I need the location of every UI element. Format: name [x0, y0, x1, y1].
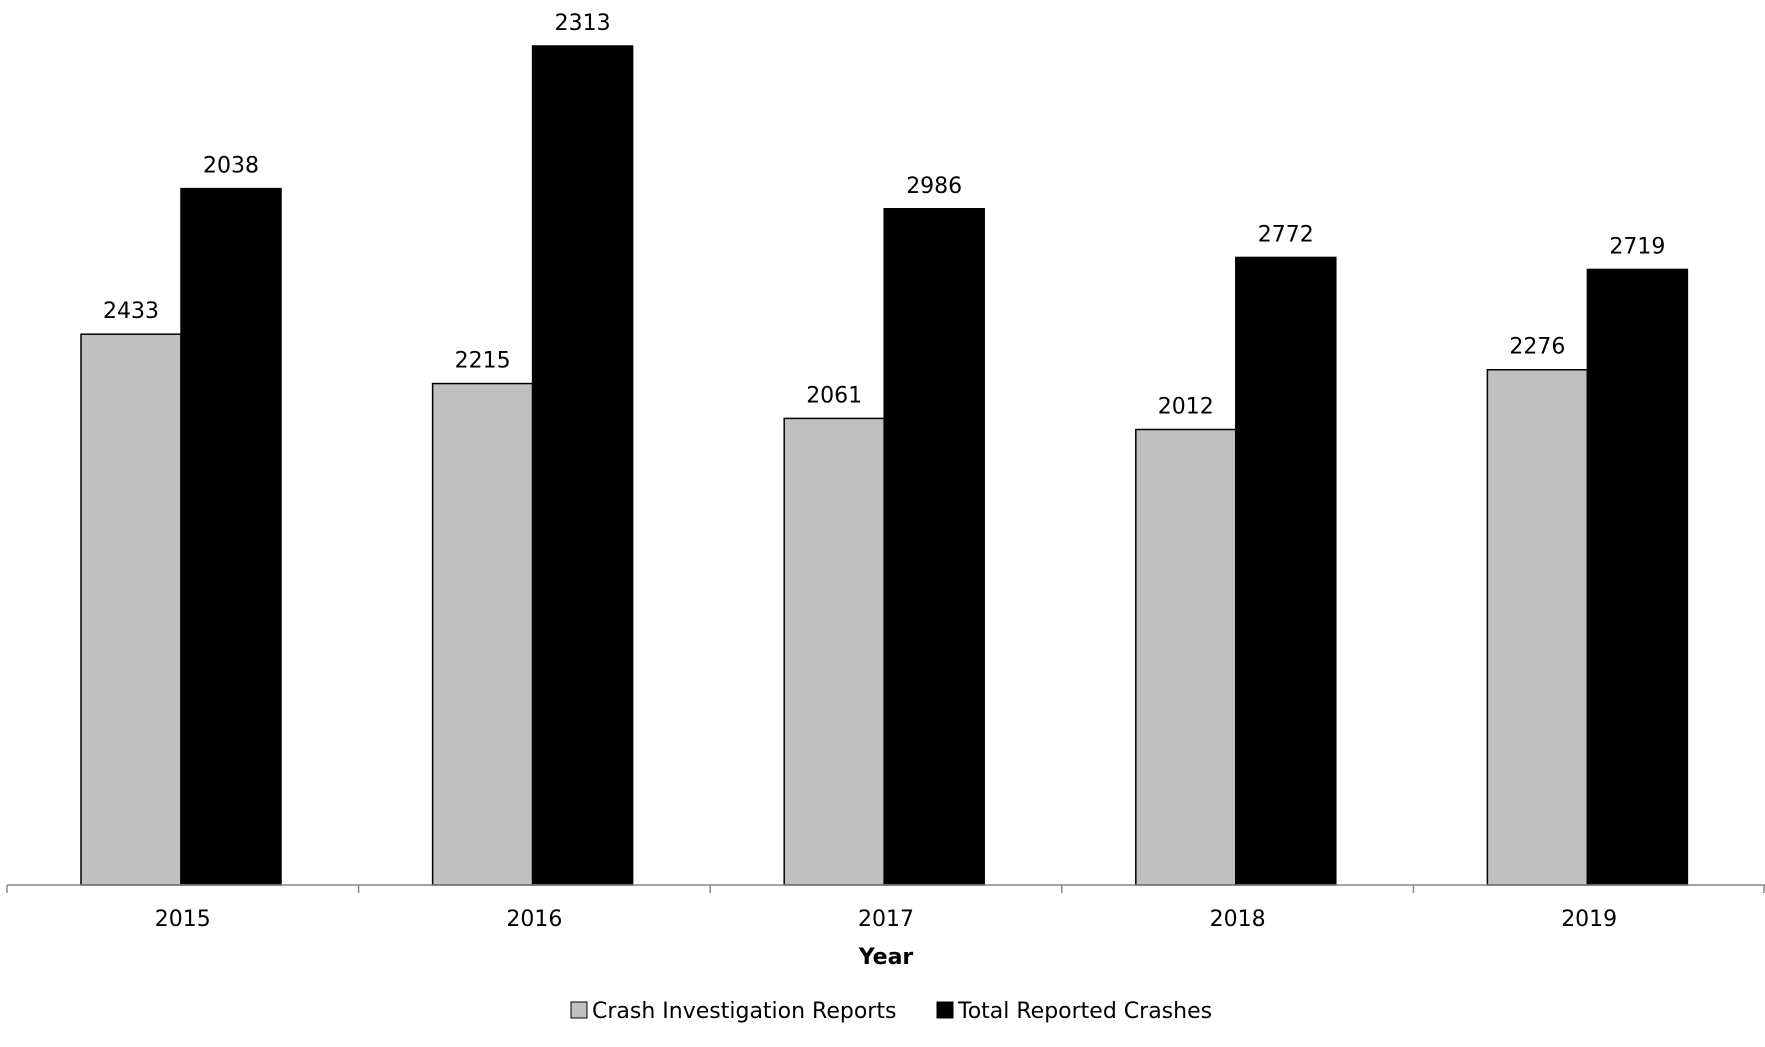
data-label: 2986 [906, 174, 962, 199]
legend-swatch [936, 1001, 954, 1019]
data-label: 2719 [1609, 234, 1665, 259]
bar-crash-investigation-reports-2017 [783, 417, 885, 886]
data-label: 2313 [555, 11, 611, 36]
x-tick-label: 2019 [1561, 907, 1617, 932]
x-tick-label: 2018 [1210, 907, 1266, 932]
data-label: 2276 [1509, 335, 1565, 360]
x-tick-label: 2016 [506, 907, 562, 932]
x-axis-title: Year [858, 945, 914, 970]
legend-swatch [570, 1001, 588, 1019]
data-label: 2061 [806, 383, 862, 408]
x-axis: 2015 2016 2017 2018 2019 [6, 884, 1765, 932]
x-tick-label: 2017 [858, 907, 914, 932]
legend-label: Crash Investigation Reports [592, 999, 896, 1024]
bar-crash-investigation-reports-2018 [1135, 428, 1237, 886]
bar-total-reported-crashes-2015 [180, 187, 282, 886]
legend: Crash Investigation Reports Total Reporte… [570, 999, 1212, 1024]
bars-layer [80, 45, 1689, 886]
bar-crash-investigation-reports-2019 [1486, 368, 1589, 886]
x-tick-label: 2015 [155, 907, 211, 932]
data-label: 2038 [203, 154, 259, 179]
legend-label: Total Reported Crashes [957, 999, 1212, 1024]
data-label: 2215 [455, 349, 511, 374]
bar-crash-investigation-reports-2015 [80, 333, 182, 886]
data-label: 2772 [1258, 222, 1314, 247]
bar-crash-investigation-reports-2016 [431, 382, 534, 886]
data-labels: 2433 2038 2215 2313 2061 2986 2012 2772 2276 2719 [103, 11, 1665, 420]
data-label: 2012 [1158, 395, 1214, 420]
bar-total-reported-crashes-2019 [1586, 268, 1689, 886]
bar-total-reported-crashes-2017 [883, 208, 985, 886]
data-label: 2433 [103, 299, 159, 324]
bar-total-reported-crashes-2016 [531, 45, 634, 886]
bar-total-reported-crashes-2018 [1235, 256, 1337, 886]
